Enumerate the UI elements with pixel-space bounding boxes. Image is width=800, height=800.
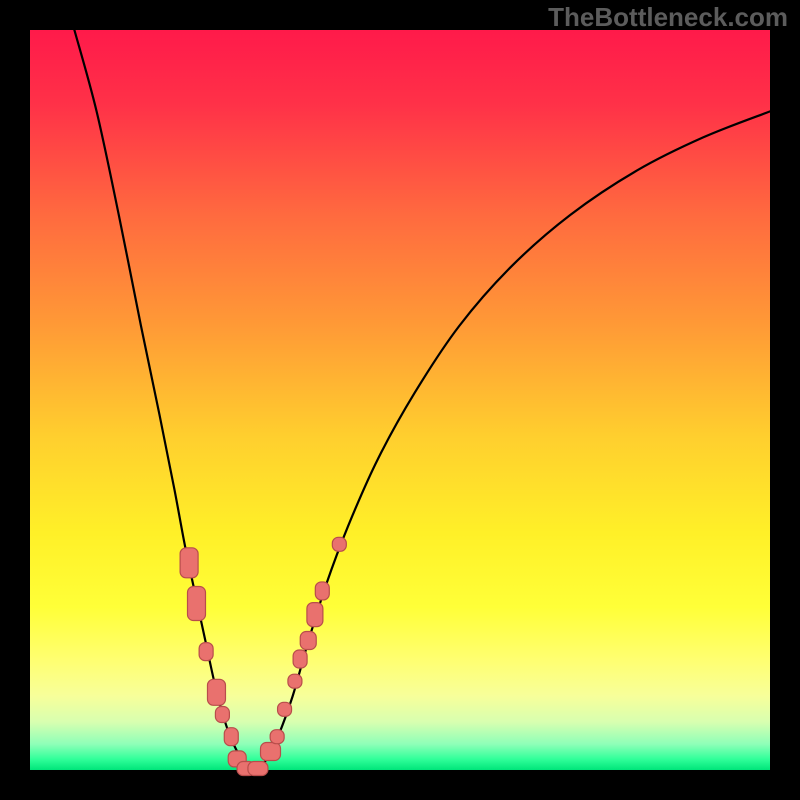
data-marker (278, 702, 292, 716)
data-marker (215, 707, 229, 723)
plot-gradient-background (30, 30, 770, 770)
data-marker (224, 728, 238, 746)
data-marker (199, 643, 213, 661)
data-marker (207, 679, 225, 705)
data-marker (300, 632, 316, 650)
data-marker (248, 762, 268, 776)
data-marker (315, 582, 329, 600)
chart-svg (0, 0, 800, 800)
data-marker (261, 743, 281, 761)
data-marker (288, 674, 302, 688)
data-marker (270, 730, 284, 744)
data-marker (293, 650, 307, 668)
data-marker (332, 537, 346, 551)
data-marker (307, 603, 323, 627)
watermark-text: TheBottleneck.com (548, 2, 788, 33)
chart-frame (0, 0, 800, 800)
data-marker (188, 587, 206, 621)
data-marker (180, 548, 198, 578)
